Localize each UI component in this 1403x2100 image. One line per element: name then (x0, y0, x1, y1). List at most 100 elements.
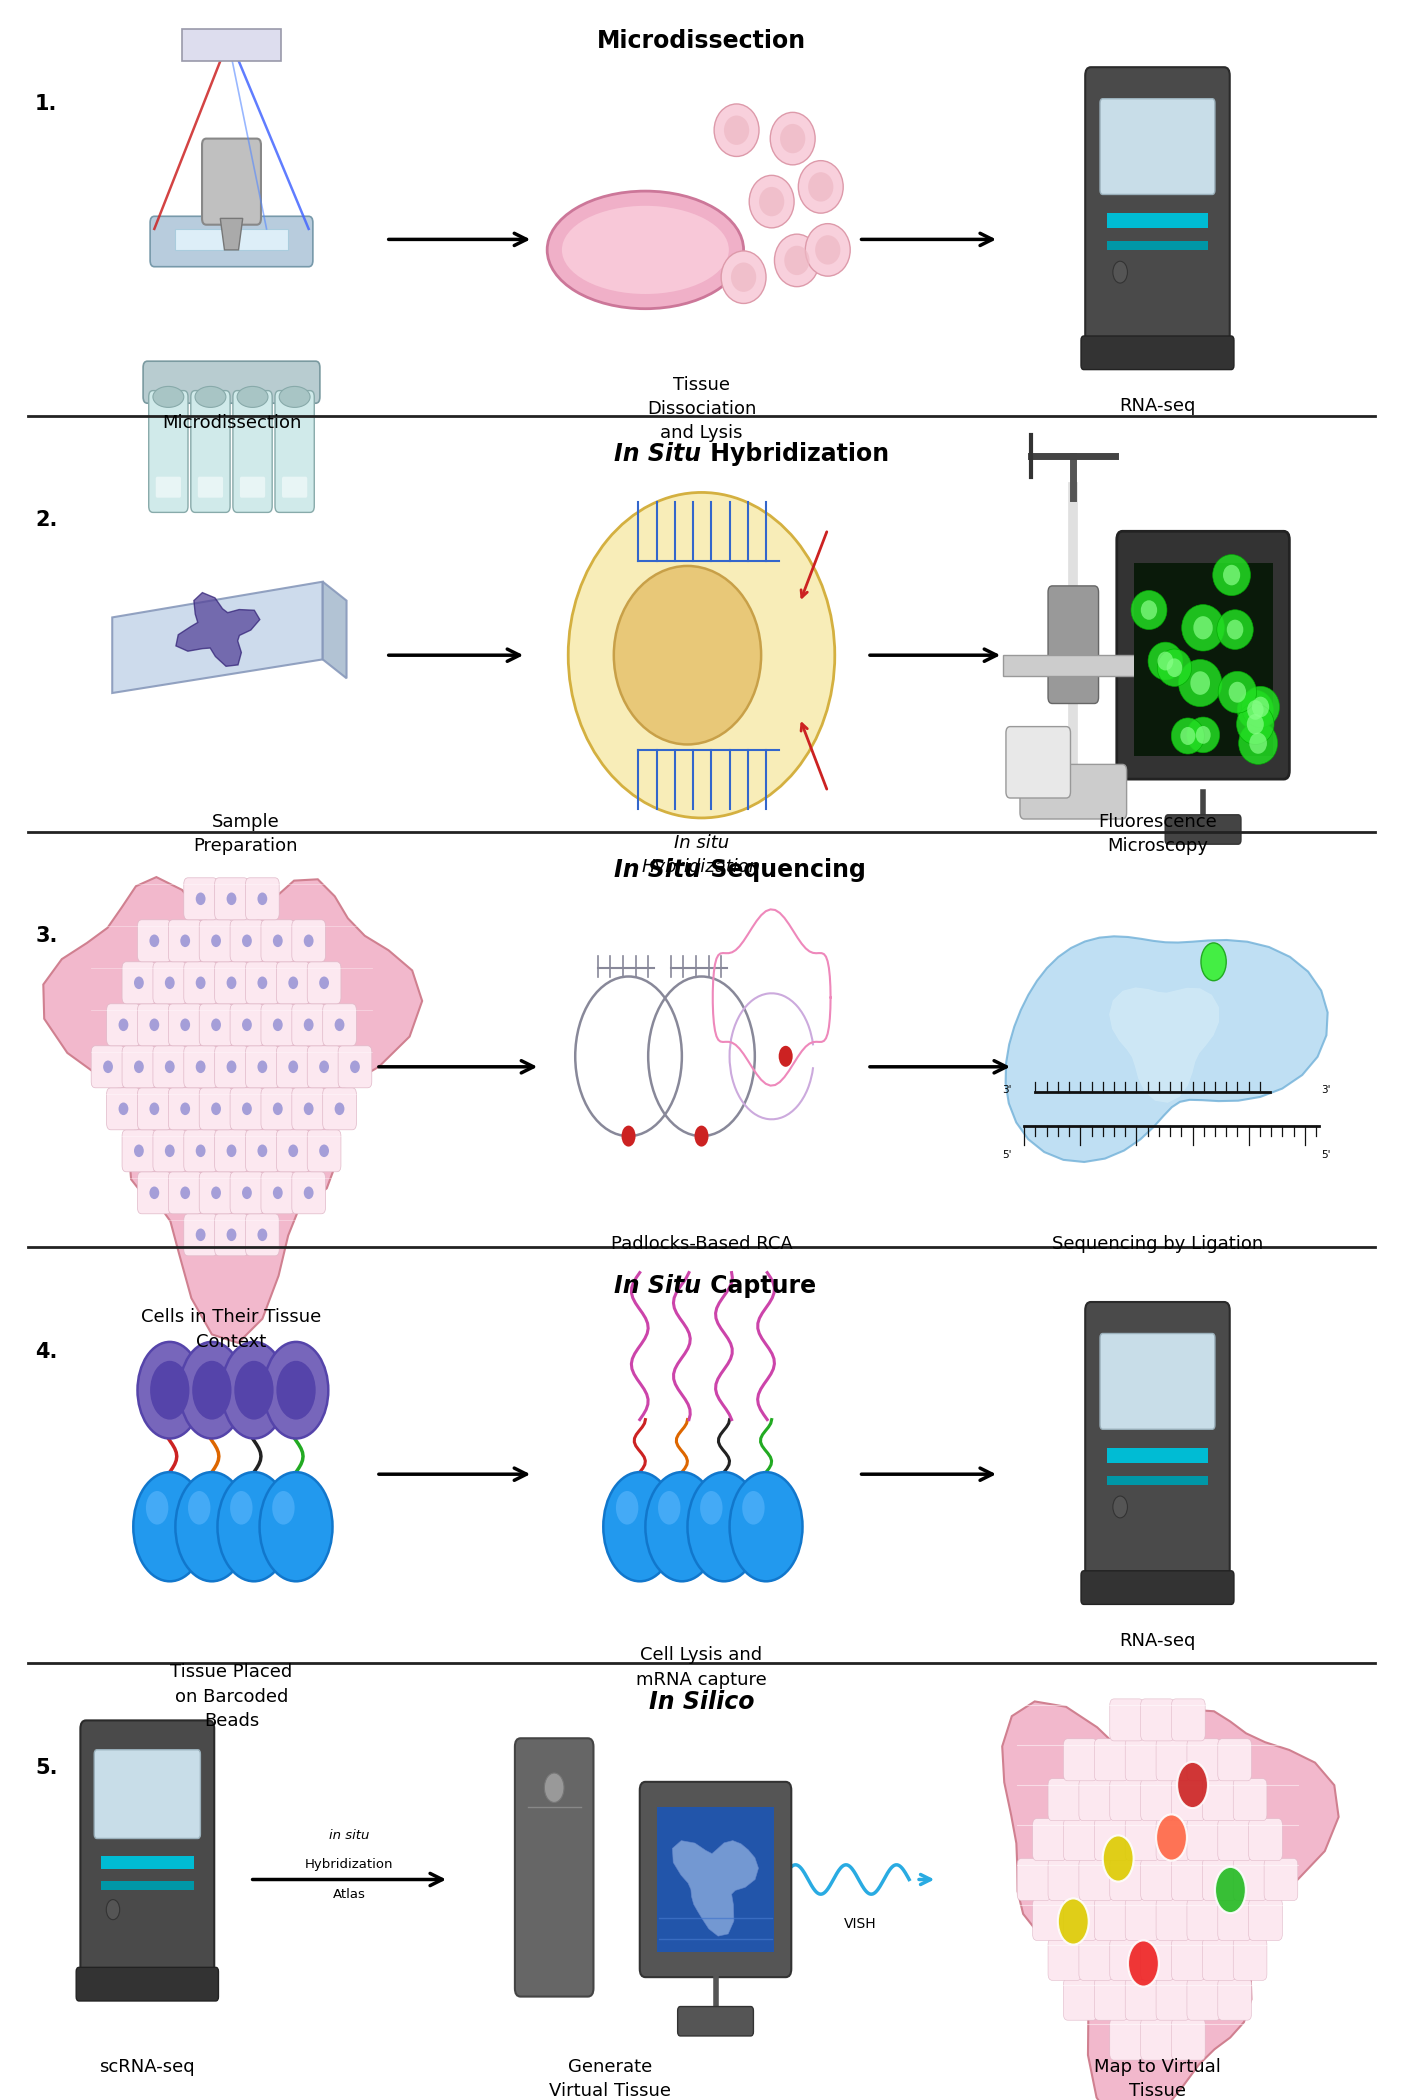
Circle shape (260, 1472, 333, 1581)
FancyBboxPatch shape (202, 139, 261, 225)
Ellipse shape (1249, 733, 1267, 754)
Text: in situ: in situ (330, 1829, 369, 1842)
FancyBboxPatch shape (240, 477, 265, 498)
FancyBboxPatch shape (1125, 1978, 1159, 2020)
FancyBboxPatch shape (276, 1130, 310, 1172)
Circle shape (133, 1472, 206, 1581)
Ellipse shape (335, 1102, 345, 1115)
Text: scRNA-seq: scRNA-seq (100, 2058, 195, 2077)
FancyBboxPatch shape (307, 1130, 341, 1172)
FancyBboxPatch shape (1033, 1898, 1066, 1940)
FancyBboxPatch shape (199, 1004, 233, 1046)
Ellipse shape (135, 976, 145, 989)
Text: Cells in Their Tissue
Context: Cells in Their Tissue Context (142, 1308, 321, 1350)
Text: 2.: 2. (35, 510, 58, 531)
Ellipse shape (1251, 697, 1270, 718)
Text: In Situ: In Situ (615, 1275, 702, 1298)
Ellipse shape (1167, 659, 1183, 676)
Circle shape (645, 1472, 718, 1581)
Text: 1.: 1. (35, 94, 58, 116)
Ellipse shape (1179, 659, 1222, 706)
Ellipse shape (714, 103, 759, 155)
Text: Generate
Virtual Tissue: Generate Virtual Tissue (550, 2058, 671, 2100)
FancyBboxPatch shape (292, 1004, 325, 1046)
Polygon shape (43, 878, 422, 1342)
Circle shape (1113, 1495, 1128, 1518)
Ellipse shape (1148, 643, 1183, 680)
Ellipse shape (166, 976, 175, 989)
Ellipse shape (1190, 672, 1209, 695)
Ellipse shape (304, 1102, 314, 1115)
FancyBboxPatch shape (1017, 1858, 1051, 1900)
Text: Fluorescence
Microscopy: Fluorescence Microscopy (1099, 813, 1216, 855)
Ellipse shape (1131, 590, 1167, 630)
Ellipse shape (196, 1060, 206, 1073)
Ellipse shape (547, 191, 744, 309)
FancyBboxPatch shape (1249, 1819, 1282, 1861)
Circle shape (603, 1472, 676, 1581)
FancyBboxPatch shape (168, 1172, 202, 1214)
Ellipse shape (304, 934, 314, 947)
Circle shape (272, 1491, 295, 1525)
Text: In Silico: In Silico (648, 1690, 755, 1714)
Circle shape (234, 1361, 274, 1420)
Text: Microdissection: Microdissection (596, 29, 807, 52)
Circle shape (622, 1126, 636, 1147)
Ellipse shape (258, 1228, 267, 1241)
FancyBboxPatch shape (122, 1130, 156, 1172)
Circle shape (276, 1361, 316, 1420)
FancyBboxPatch shape (230, 1088, 264, 1130)
Ellipse shape (749, 174, 794, 227)
Ellipse shape (258, 1144, 267, 1157)
Ellipse shape (227, 892, 236, 905)
Ellipse shape (289, 1060, 299, 1073)
FancyBboxPatch shape (261, 1172, 295, 1214)
Ellipse shape (1194, 615, 1212, 638)
FancyBboxPatch shape (1094, 1898, 1128, 1940)
FancyBboxPatch shape (137, 1004, 171, 1046)
Circle shape (1156, 1814, 1187, 1861)
Ellipse shape (784, 246, 810, 275)
Circle shape (1058, 1898, 1089, 1945)
FancyBboxPatch shape (122, 962, 156, 1004)
FancyBboxPatch shape (1110, 1779, 1143, 1821)
Text: 5': 5' (1003, 1151, 1012, 1159)
FancyBboxPatch shape (215, 962, 248, 1004)
FancyBboxPatch shape (1134, 563, 1273, 756)
Ellipse shape (1157, 651, 1173, 670)
FancyBboxPatch shape (153, 962, 187, 1004)
FancyBboxPatch shape (1218, 1978, 1251, 2020)
FancyBboxPatch shape (1233, 1938, 1267, 1980)
Ellipse shape (180, 1102, 191, 1115)
FancyBboxPatch shape (199, 1172, 233, 1214)
FancyBboxPatch shape (1003, 655, 1143, 676)
Circle shape (700, 1491, 723, 1525)
Ellipse shape (1218, 672, 1257, 714)
FancyBboxPatch shape (1110, 1699, 1143, 1741)
FancyBboxPatch shape (168, 1088, 202, 1130)
FancyBboxPatch shape (137, 1172, 171, 1214)
Ellipse shape (153, 386, 184, 407)
FancyBboxPatch shape (1218, 1739, 1251, 1781)
Ellipse shape (119, 1102, 129, 1115)
FancyBboxPatch shape (76, 1968, 219, 2001)
FancyBboxPatch shape (640, 1781, 791, 1978)
FancyBboxPatch shape (1141, 1938, 1174, 1980)
FancyBboxPatch shape (156, 477, 181, 498)
FancyBboxPatch shape (1156, 1978, 1190, 2020)
Polygon shape (112, 582, 323, 693)
Ellipse shape (1172, 718, 1204, 754)
Ellipse shape (258, 892, 267, 905)
FancyBboxPatch shape (184, 1214, 217, 1256)
Ellipse shape (243, 934, 253, 947)
Circle shape (687, 1472, 760, 1581)
Ellipse shape (774, 235, 819, 288)
Ellipse shape (798, 160, 843, 212)
FancyBboxPatch shape (230, 1004, 264, 1046)
FancyBboxPatch shape (1187, 1819, 1221, 1861)
FancyBboxPatch shape (107, 1088, 140, 1130)
FancyBboxPatch shape (215, 1214, 248, 1256)
Ellipse shape (1247, 699, 1264, 720)
Ellipse shape (212, 1018, 222, 1031)
Ellipse shape (180, 1186, 191, 1199)
